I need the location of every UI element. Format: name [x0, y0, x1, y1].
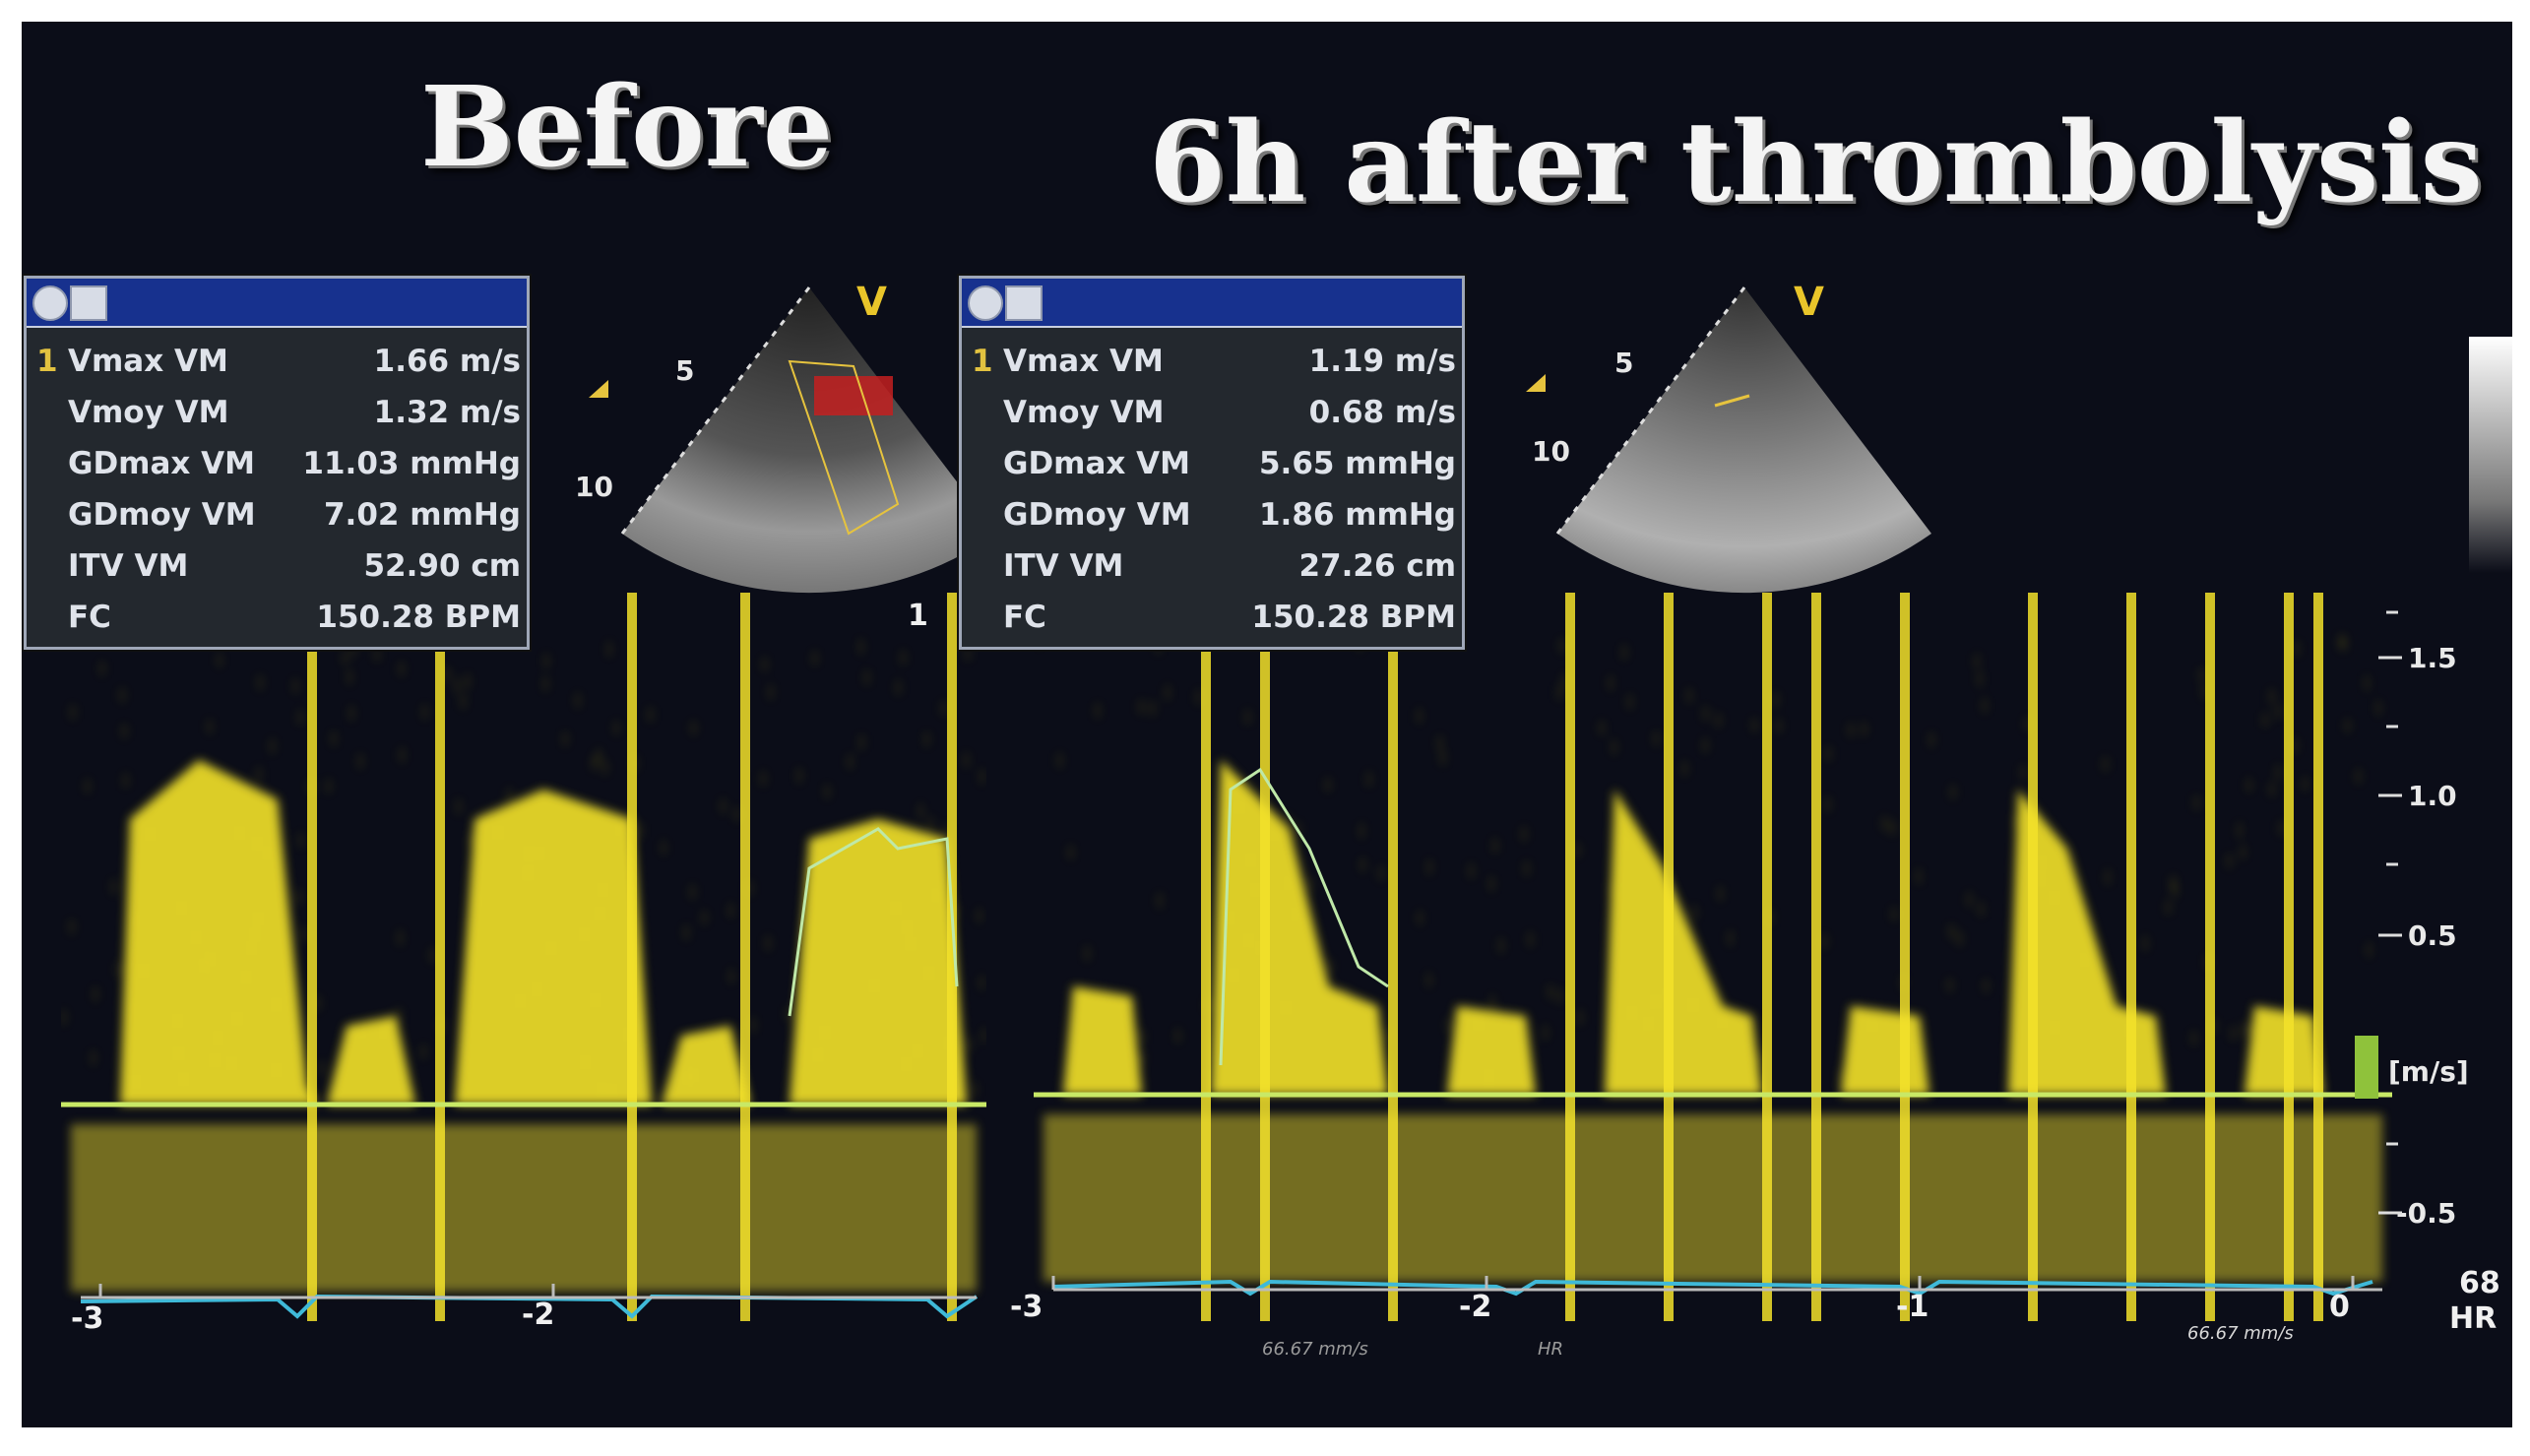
measurement-label: GDmoy VM [1003, 497, 1259, 533]
time-tick-after-0: 0 [2329, 1290, 2350, 1324]
report-icon[interactable] [1005, 285, 1043, 321]
panel-header-after [962, 279, 1462, 328]
time-tick-after-neg2: -2 [1459, 1290, 1491, 1324]
hr-value: 68 [2459, 1266, 2500, 1300]
measurement-value: 1.66 m/s [374, 344, 521, 379]
sector-triangle-after [1524, 372, 1548, 394]
measurement-value: 0.68 m/s [1309, 395, 1456, 430]
echo-sector-after [1538, 268, 1951, 642]
time-tick-after-neg3: -3 [1010, 1290, 1043, 1324]
measurement-value: 1.86 mmHg [1259, 497, 1456, 533]
hr-label-faint: HR [1538, 1339, 1563, 1360]
measurement-row: FC 150.28 BPM [972, 592, 1456, 643]
measurement-row: Vmoy VM 1.32 m/s [36, 387, 521, 438]
measurement-panel-before: 1 Vmax VM 1.66 m/s Vmoy VM 1.32 m/s GDmax VM 1… [24, 276, 530, 650]
report-icon[interactable] [70, 285, 107, 321]
record-icon[interactable] [968, 285, 1003, 321]
measurement-value: 11.03 mmHg [302, 446, 521, 481]
measurement-label: Vmax VM [1003, 344, 1309, 379]
echo-sector-before [602, 268, 1016, 642]
sector-v-marker-before: V [856, 280, 887, 325]
sector-depth-10-before: 10 [575, 471, 613, 503]
scale-tick-1-5: 1.5 [2408, 642, 2457, 674]
measurement-value: 27.26 cm [1298, 548, 1456, 584]
measurement-row: 1 Vmax VM 1.66 m/s [36, 336, 521, 387]
scale-ticks [2376, 593, 2406, 1262]
measurement-value: 7.02 mmHg [324, 497, 521, 533]
measurement-label: Vmoy VM [68, 395, 374, 430]
measurement-label: FC [1003, 600, 1251, 635]
figure-frame: Before 6h after thrombolysis V 5 10 V 5 … [22, 22, 2512, 1427]
sweep-speed-label: 66.67 mm/s [2187, 1323, 2294, 1344]
measurement-value: 150.28 BPM [316, 600, 521, 635]
measurement-label: Vmoy VM [1003, 395, 1309, 430]
measurement-row: FC 150.28 BPM [36, 592, 521, 643]
sector-depth-5-after: 5 [1614, 347, 1633, 379]
measurement-value: 52.90 cm [363, 548, 521, 584]
measurement-value: 1.19 m/s [1309, 344, 1456, 379]
measurement-row: Vmoy VM 0.68 m/s [972, 387, 1456, 438]
measurement-label: GDmoy VM [68, 497, 324, 533]
measurement-value: 5.65 mmHg [1259, 446, 1456, 481]
measurement-label: Vmax VM [68, 344, 374, 379]
measurement-row: GDmax VM 5.65 mmHg [972, 438, 1456, 489]
doppler-trace-after [1034, 593, 2392, 1321]
measurement-panel-after: 1 Vmax VM 1.19 m/s Vmoy VM 0.68 m/s GDmax VM 5… [959, 276, 1465, 650]
measurement-value: 150.28 BPM [1251, 600, 1456, 635]
measurement-value: 1.32 m/s [374, 395, 521, 430]
sector-v-marker-after: V [1794, 280, 1824, 325]
measurement-label: GDmax VM [1003, 446, 1259, 481]
scale-tick-1-0: 1.0 [2408, 780, 2457, 812]
cursor-mark-before: 1 [908, 599, 928, 633]
title-after: 6h after thrombolysis [1149, 108, 2483, 219]
grayscale-bar [2469, 337, 2512, 573]
time-tick-after-neg1: -1 [1896, 1290, 1929, 1324]
measurement-label: FC [68, 600, 316, 635]
measurement-row: ITV VM 27.26 cm [972, 540, 1456, 592]
time-tick-before-neg2: -2 [522, 1298, 554, 1332]
title-before: Before [420, 73, 833, 183]
sector-triangle-before [587, 378, 610, 400]
sector-depth-10-after: 10 [1532, 435, 1570, 468]
measurement-label: GDmax VM [68, 446, 302, 481]
measurement-index: 1 [36, 344, 68, 379]
measurement-row: ITV VM 52.90 cm [36, 540, 521, 592]
measurement-row: 1 Vmax VM 1.19 m/s [972, 336, 1456, 387]
time-tick-before-neg3: -3 [71, 1301, 103, 1336]
scale-tick-0-5: 0.5 [2408, 919, 2457, 952]
doppler-trace-before [61, 593, 986, 1321]
record-icon[interactable] [32, 285, 68, 321]
measurement-label: ITV VM [68, 548, 363, 584]
sweep-speed-label-faint: 66.67 mm/s [1262, 1339, 1368, 1360]
baseline-marker [2355, 1036, 2378, 1099]
measurement-row: GDmax VM 11.03 mmHg [36, 438, 521, 489]
hr-label: HR [2449, 1301, 2497, 1336]
measurement-label: ITV VM [1003, 548, 1298, 584]
measurement-row: GDmoy VM 1.86 mmHg [972, 489, 1456, 540]
sector-depth-5-before: 5 [675, 354, 694, 387]
measurement-row: GDmoy VM 7.02 mmHg [36, 489, 521, 540]
measurement-index: 1 [972, 344, 1003, 379]
panel-header-before [27, 279, 527, 328]
